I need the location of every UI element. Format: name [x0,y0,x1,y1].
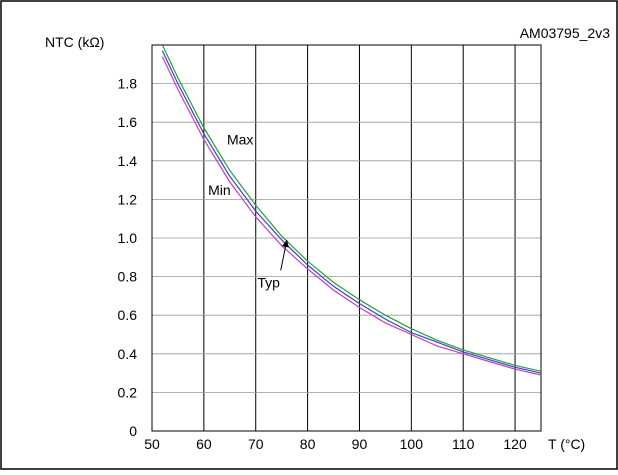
annotation-max: Max [227,132,253,148]
y-tick-label-0-8: 0.8 [118,269,138,285]
x-tick-label-120: 120 [503,436,527,452]
x-tick-label-80: 80 [300,436,316,452]
y-tick-label-0-2: 0.2 [118,384,138,400]
y-tick-label-0-4: 0.4 [118,346,138,362]
annotations: Max Min Typ [208,132,289,290]
x-tick-label-110: 110 [452,436,475,452]
series-line-min [161,56,541,376]
annotation-arrow-head [282,239,289,248]
x-tick-label-60: 60 [196,436,212,452]
y-tick-label-0-6: 0.6 [118,307,138,323]
annotation-typ: Typ [257,274,280,290]
x-tick-label-50: 50 [144,436,160,452]
y-axis-label: NTC (kΩ) [45,34,104,50]
figure-id-label: AM03795_2v3 [520,25,611,41]
series-group [161,45,541,376]
x-tick-labels: 50 60 70 80 90 100 110 120 [144,436,527,452]
x-tick-label-100: 100 [400,436,424,452]
x-axis-label: T (°C) [548,436,585,452]
annotation-min: Min [208,182,231,198]
y-tick-labels: 0 0.2 0.4 0.6 0.8 1.0 1.2 1.4 1.6 1.8 [118,76,138,439]
y-tick-label-1-4: 1.4 [118,153,138,169]
y-tick-label-0: 0 [129,423,137,439]
x-tick-label-70: 70 [248,436,264,452]
y-tick-label-1-2: 1.2 [118,191,138,207]
y-tick-label-1-8: 1.8 [118,76,138,92]
series-line-max [161,45,541,372]
x-tick-label-90: 90 [352,436,368,452]
plot-area [151,44,542,432]
y-tick-label-1-6: 1.6 [118,114,138,130]
y-tick-label-1: 1.0 [118,230,138,246]
series-line-typ [161,50,541,374]
